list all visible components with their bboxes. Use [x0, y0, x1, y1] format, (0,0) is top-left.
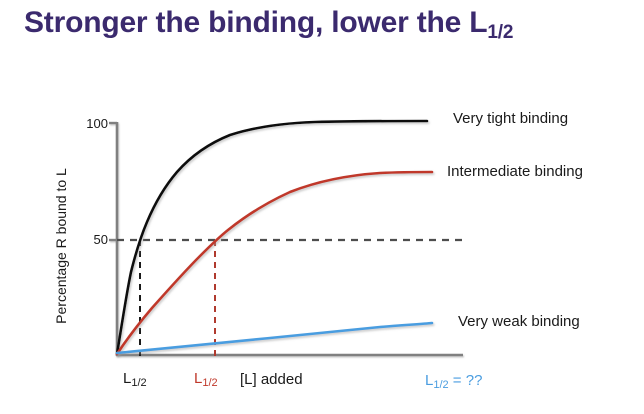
- curve-very-tight-binding: [115, 119, 429, 356]
- l-half-red-subscript: 1/2: [202, 377, 218, 389]
- l-half-label-blue-unknown: L1/2 = ??: [425, 372, 483, 391]
- very-weak-binding-label: Very weak binding: [458, 313, 580, 330]
- l-half-blue-value: = ??: [448, 372, 483, 389]
- page-title: Stronger the binding, lower the L1/2: [24, 6, 628, 43]
- y-axis-title: Percentage R bound to L: [53, 168, 69, 324]
- curve-intermediate-binding: [115, 170, 434, 356]
- l-half-blue-subscript: 1/2: [433, 379, 449, 391]
- intermediate-binding-label: Intermediate binding: [447, 163, 583, 180]
- x-axis-title: [L] added: [240, 371, 303, 388]
- very-tight-binding-label: Very tight binding: [453, 110, 569, 127]
- page-title-subscript: 1/2: [487, 22, 514, 43]
- page-title-text: Stronger the binding, lower the L: [24, 6, 488, 39]
- l-half-blue-letter: L: [425, 372, 434, 389]
- l-half-label-red: L1/2: [194, 370, 218, 389]
- curve-very-weak-binding: [115, 321, 434, 355]
- l-half-black-subscript: 1/2: [131, 377, 147, 389]
- l-half-black-letter: L: [123, 370, 132, 387]
- y-axis-tick-label-50: 50: [93, 232, 108, 247]
- l-half-red-letter: L: [194, 370, 203, 387]
- l-half-label-black: L1/2: [123, 370, 147, 389]
- y-axis-tick-label-100: 100: [86, 116, 108, 131]
